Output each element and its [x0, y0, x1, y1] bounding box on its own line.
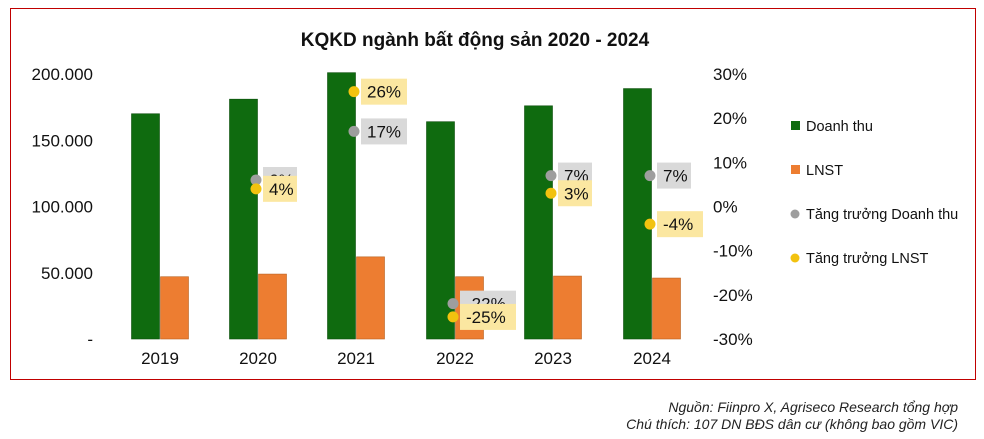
chart: KQKD ngành bất động sản 2020 - 2024 - 50.… — [32, 30, 959, 368]
legend-marker — [790, 253, 800, 263]
legend-swatch — [791, 165, 800, 174]
bar-doanh-thu-2024 — [623, 88, 652, 340]
label-box-revenue-growth — [361, 118, 407, 145]
x-tick-label: 2020 — [239, 349, 277, 368]
label-box-revenue-growth — [657, 162, 691, 189]
y-axis-left: - 50.000 100.000 150.000 200.000 — [32, 65, 93, 349]
legend-label: Doanh thu — [806, 119, 873, 135]
revenue-growth-point — [348, 125, 360, 137]
y-left-tick-label: - — [87, 330, 93, 349]
bar-lnst-2019 — [160, 276, 189, 340]
profit-growth-label: -25% — [466, 308, 506, 327]
y-left-tick-label: 100.000 — [32, 198, 93, 217]
legend: Doanh thu LNST Tăng trưởng Doanh thu Tăng t… — [790, 119, 958, 267]
x-axis: 2019 2020 2021 2022 2023 2024 — [141, 349, 671, 368]
profit-growth-point — [545, 187, 557, 199]
revenue-growth-label: 17% — [367, 122, 401, 141]
y-left-tick-label: 150.000 — [32, 131, 93, 150]
bar-doanh-thu-2020 — [229, 98, 258, 340]
growth-points: 6%17%-22%7%7%4%26%-25%3%-4% — [250, 78, 703, 330]
y-right-tick-label: 20% — [713, 109, 747, 128]
label-box-profit-growth — [460, 303, 516, 330]
profit-growth-label: 4% — [269, 180, 294, 199]
legend-label: Tăng trưởng Doanh thu — [806, 207, 958, 223]
bar-lnst-2020 — [258, 273, 287, 340]
revenue-growth-point — [447, 298, 459, 310]
y-right-tick-label: -10% — [713, 242, 753, 261]
legend-swatch — [791, 121, 800, 130]
x-tick-label: 2019 — [141, 349, 179, 368]
y-left-tick-label: 200.000 — [32, 65, 93, 84]
legend-label: Tăng trưởng LNST — [806, 251, 929, 267]
legend-label: LNST — [806, 163, 843, 179]
bar-lnst-2021 — [356, 256, 385, 340]
bar-doanh-thu-2021 — [327, 72, 356, 340]
label-box-profit-growth — [263, 175, 297, 202]
profit-growth-label: -4% — [663, 215, 693, 234]
revenue-growth-point — [250, 174, 262, 186]
x-tick-label: 2022 — [436, 349, 474, 368]
y-right-tick-label: -30% — [713, 330, 753, 349]
y-right-tick-label: -20% — [713, 286, 753, 305]
bar-lnst-2024 — [652, 277, 681, 340]
source-note: Nguồn: Fiinpro X, Agriseco Research tổng… — [668, 399, 958, 415]
profit-growth-point — [447, 311, 459, 323]
x-tick-label: 2024 — [633, 349, 671, 368]
y-right-tick-label: 30% — [713, 65, 747, 84]
remark-note: Chú thích: 107 DN BĐS dân cư (không bao … — [626, 416, 958, 432]
profit-growth-label: 26% — [367, 83, 401, 102]
revenue-growth-label: 7% — [663, 167, 688, 186]
profit-growth-label: 3% — [564, 184, 589, 203]
revenue-growth-point — [545, 170, 557, 182]
x-tick-label: 2023 — [534, 349, 572, 368]
legend-marker — [790, 209, 800, 219]
profit-growth-point — [348, 86, 360, 98]
label-box-profit-growth — [361, 78, 407, 105]
bars — [131, 72, 681, 340]
bar-doanh-thu-2023 — [524, 105, 553, 340]
chart-title: KQKD ngành bất động sản 2020 - 2024 — [301, 30, 650, 51]
label-box-profit-growth — [657, 211, 703, 238]
y-left-tick-label: 50.000 — [41, 264, 93, 283]
profit-growth-point — [644, 218, 656, 230]
revenue-growth-point — [644, 170, 656, 182]
y-right-tick-label: 0% — [713, 198, 738, 217]
chart-frame — [10, 8, 976, 380]
bar-lnst-2023 — [553, 275, 582, 340]
bar-doanh-thu-2019 — [131, 113, 160, 340]
x-tick-label: 2021 — [337, 349, 375, 368]
y-right-tick-label: 10% — [713, 153, 747, 172]
profit-growth-point — [250, 183, 262, 195]
label-box-profit-growth — [558, 180, 592, 207]
y-axis-right: -30% -20% -10% 0% 10% 20% 30% — [713, 65, 753, 349]
